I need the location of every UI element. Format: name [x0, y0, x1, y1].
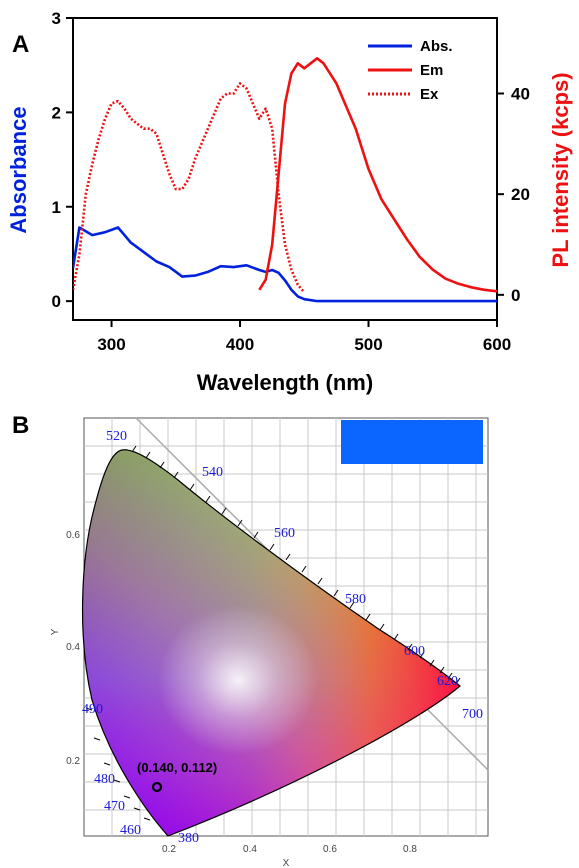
- cie-wavelength-label: 490: [82, 702, 103, 717]
- cie-locus-tick: [285, 553, 291, 561]
- cie-locus-tick: [301, 565, 307, 573]
- x-tick-label: 400: [226, 335, 254, 354]
- cie-y-tick-label: 0.2: [66, 756, 80, 767]
- cie-wavelength-label: 480: [94, 772, 115, 787]
- cie-coordinate-marker: [151, 781, 163, 793]
- x-tick-label: 300: [97, 335, 125, 354]
- cie-y-tick-label: 0.4: [66, 642, 80, 653]
- x-tick-label: 500: [354, 335, 382, 354]
- panel-a-legend: Abs. Em Ex: [368, 38, 453, 103]
- y-left-tick-label: 0: [52, 292, 61, 311]
- cie-wavelength-label: 540: [202, 465, 223, 480]
- cie-locus-tick: [447, 672, 453, 680]
- cie-locus-tick: [333, 589, 339, 597]
- cie-locus-tick: [455, 677, 461, 685]
- cie-wavelength-label: 600: [404, 644, 425, 659]
- cie-wavelength-label: 580: [345, 592, 366, 607]
- y-left-tick-label: 3: [52, 9, 61, 28]
- cie-wavelength-label: 700: [462, 707, 483, 722]
- cie-wavelength-label: 520: [106, 429, 127, 444]
- cie-wavelength-labels: 520 540 560 580 600 620 700 490 480 470 460 380: [82, 429, 483, 846]
- cie-x-tick-label: 0.6: [323, 844, 337, 855]
- x-tick-label: 600: [483, 335, 511, 354]
- cie-coordinate-label: (0.140, 0.112): [137, 760, 217, 775]
- y-right-tick-label: 20: [511, 185, 530, 204]
- panel-b-label: B: [12, 412, 29, 439]
- panel-a-axes: 300 400 500 600 0 1 2 3 0 20 40: [52, 9, 530, 354]
- cie-locus-tick: [85, 707, 93, 711]
- legend-label-ex: Ex: [420, 86, 439, 103]
- cie-wavelength-label: 560: [274, 526, 295, 541]
- cie-y-tick-label: 0.6: [66, 530, 80, 541]
- panel-a-label: A: [12, 31, 29, 58]
- cie-x-tick-label: 0.2: [162, 844, 176, 855]
- cie-x-tick-label: 0.4: [243, 844, 257, 855]
- panel-a-plot-frame: [72, 17, 498, 321]
- wavelength-axis-title: Wavelength (nm): [197, 370, 373, 395]
- cie-locus-tick: [393, 633, 399, 641]
- cie-locus-tick: [407, 643, 413, 651]
- cie-x-tick-label: 0.8: [403, 844, 417, 855]
- pl-intensity-axis-title: PL intensity (kcps): [548, 72, 573, 267]
- cie-locus-tick: [131, 445, 137, 453]
- cie-locus-tick: [159, 461, 165, 469]
- cie-locus-tick: [93, 737, 101, 741]
- cie-locus-tick: [379, 623, 385, 631]
- series-line-ex: [73, 82, 306, 294]
- cie-locus-tick: [253, 531, 259, 539]
- cie-locus-tick: [143, 817, 151, 821]
- cie-locus-tick: [429, 659, 435, 667]
- cie-white-point: [158, 605, 318, 755]
- series-line-em: [258, 56, 497, 293]
- y-right-tick-label: 40: [511, 85, 530, 104]
- cie-locus-tick: [419, 651, 425, 659]
- cie-wavelength-label: 380: [178, 831, 199, 846]
- cie-locus-tick: [365, 613, 371, 621]
- cie-locus-tick: [123, 795, 131, 799]
- cie-x-axis-title: X: [283, 858, 290, 868]
- cie-y-axis-title: Y: [50, 628, 61, 635]
- cie-locus-tick: [349, 601, 355, 609]
- cie-locus-tick: [133, 807, 141, 811]
- y-left-tick-label: 2: [52, 103, 61, 122]
- cie-locus-tick: [145, 451, 151, 459]
- cie-locus-tick: [237, 519, 243, 527]
- cie-locus-tick: [221, 507, 227, 515]
- y-right-tick-label: 0: [511, 286, 520, 305]
- cie-axes: 0.2 0.4 0.6 0.8 0.2 0.4 0.6: [66, 530, 417, 855]
- legend-label-abs: Abs.: [420, 38, 453, 55]
- cie-locus-tick: [189, 483, 195, 491]
- legend-label-em: Em: [420, 62, 443, 79]
- absorbance-axis-title: Absorbance: [6, 106, 31, 233]
- cie-wavelength-label: 460: [120, 823, 141, 838]
- cie-locus-tick: [439, 666, 445, 674]
- y-left-tick-label: 1: [52, 198, 61, 217]
- cie-wavelength-label: 620: [437, 674, 458, 689]
- cie-locus-tick: [205, 495, 211, 503]
- cie-wavelength-label: 470: [104, 799, 125, 814]
- panel-a-series: [73, 56, 497, 303]
- emission-color-swatch: [341, 420, 483, 464]
- cie-locus-tick: [173, 471, 179, 479]
- cie-locus-tick: [269, 543, 275, 551]
- cie-locus-tick: [113, 779, 121, 783]
- cie-locus-tick: [317, 577, 323, 585]
- cie-locus-tick: [103, 762, 111, 766]
- series-line-abs: [73, 226, 497, 303]
- cie-locus-outline: [81, 449, 461, 837]
